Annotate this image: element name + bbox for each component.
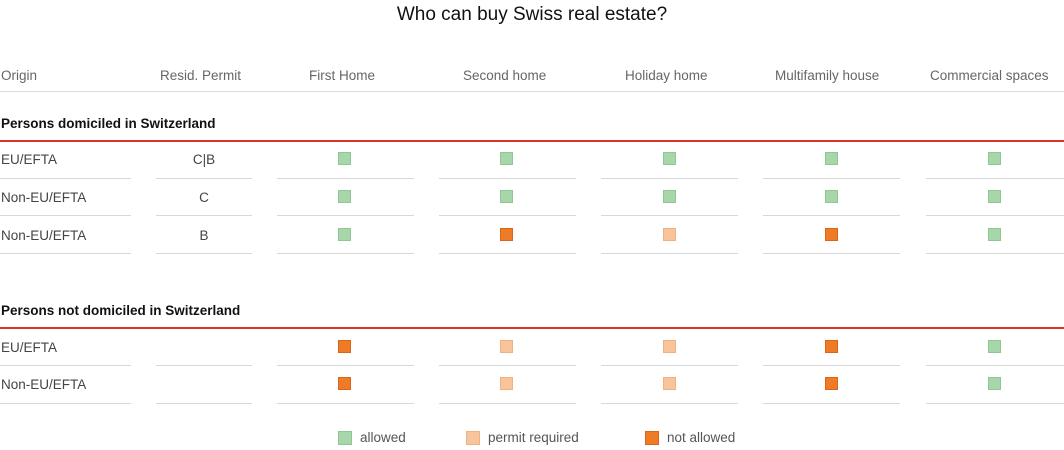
status-square — [663, 377, 676, 390]
row-rule — [763, 365, 900, 366]
section-title-not-domiciled: Persons not domiciled in Switzerland — [1, 303, 241, 318]
row-rule — [601, 253, 738, 254]
row-rule — [277, 253, 414, 254]
status-square — [825, 377, 838, 390]
status-square — [500, 377, 513, 390]
row-rule — [926, 403, 1064, 404]
row-rule — [439, 215, 576, 216]
section-title-domiciled: Persons domiciled in Switzerland — [1, 116, 216, 131]
legend-swatch-not-allowed — [645, 431, 659, 445]
header-holiday-home: Holiday home — [625, 68, 708, 83]
status-square — [500, 340, 513, 353]
origin-cell: EU/EFTA — [1, 340, 58, 355]
row-rule — [763, 253, 900, 254]
row-rule — [0, 178, 131, 179]
header-commercial-spaces: Commercial spaces — [930, 68, 1049, 83]
status-square — [338, 377, 351, 390]
permit-cell: C|B — [192, 152, 216, 167]
row-rule — [439, 365, 576, 366]
origin-cell: Non-EU/EFTA — [1, 377, 87, 392]
permit-cell: C — [199, 190, 209, 205]
status-square — [500, 152, 513, 165]
status-square — [825, 340, 838, 353]
status-square — [825, 152, 838, 165]
header-second-home: Second home — [463, 68, 547, 83]
header-origin: Origin — [1, 68, 38, 83]
row-rule — [926, 365, 1064, 366]
status-square — [988, 377, 1001, 390]
status-square — [663, 340, 676, 353]
header-divider — [0, 91, 1064, 92]
row-rule — [601, 403, 738, 404]
origin-cell: EU/EFTA — [1, 152, 58, 167]
row-rule — [439, 178, 576, 179]
section-divider-domiciled — [0, 140, 1064, 142]
row-rule — [439, 253, 576, 254]
status-square — [663, 152, 676, 165]
legend-label-allowed: allowed — [360, 430, 406, 445]
header-first-home: First Home — [309, 68, 376, 83]
legend-swatch-allowed — [338, 431, 352, 445]
status-square — [500, 190, 513, 203]
row-rule — [277, 403, 414, 404]
status-square — [338, 152, 351, 165]
chart-title: Who can buy Swiss real estate? — [396, 4, 668, 25]
section-divider-not-domiciled — [0, 327, 1064, 329]
status-square — [338, 340, 351, 353]
status-square — [988, 340, 1001, 353]
permit-cell: B — [199, 228, 209, 243]
status-square — [988, 228, 1001, 241]
header-multifamily-house: Multifamily house — [775, 68, 880, 83]
row-rule — [601, 365, 738, 366]
status-square — [988, 190, 1001, 203]
row-rule — [601, 178, 738, 179]
status-square — [338, 190, 351, 203]
status-square — [663, 190, 676, 203]
row-rule — [156, 253, 252, 254]
origin-cell: Non-EU/EFTA — [1, 228, 87, 243]
row-rule — [0, 403, 131, 404]
row-rule — [926, 215, 1064, 216]
header-resid-permit: Resid. Permit — [160, 68, 242, 83]
row-rule — [156, 215, 252, 216]
row-rule — [601, 215, 738, 216]
legend-label-not-allowed: not allowed — [667, 430, 736, 445]
row-rule — [156, 365, 252, 366]
row-rule — [763, 403, 900, 404]
row-rule — [763, 178, 900, 179]
row-rule — [926, 253, 1064, 254]
row-rule — [0, 253, 131, 254]
status-square — [825, 228, 838, 241]
row-rule — [277, 215, 414, 216]
row-rule — [277, 178, 414, 179]
row-rule — [763, 215, 900, 216]
status-square — [988, 152, 1001, 165]
row-rule — [156, 403, 252, 404]
status-square — [500, 228, 513, 241]
row-rule — [926, 178, 1064, 179]
status-square — [338, 228, 351, 241]
legend-label-permit-required: permit required — [488, 430, 579, 445]
row-rule — [156, 178, 252, 179]
row-rule — [0, 215, 131, 216]
row-rule — [439, 403, 576, 404]
status-square — [825, 190, 838, 203]
row-rule — [277, 365, 414, 366]
row-rule — [0, 365, 131, 366]
status-square — [663, 228, 676, 241]
origin-cell: Non-EU/EFTA — [1, 190, 87, 205]
legend-swatch-permit-required — [466, 431, 480, 445]
